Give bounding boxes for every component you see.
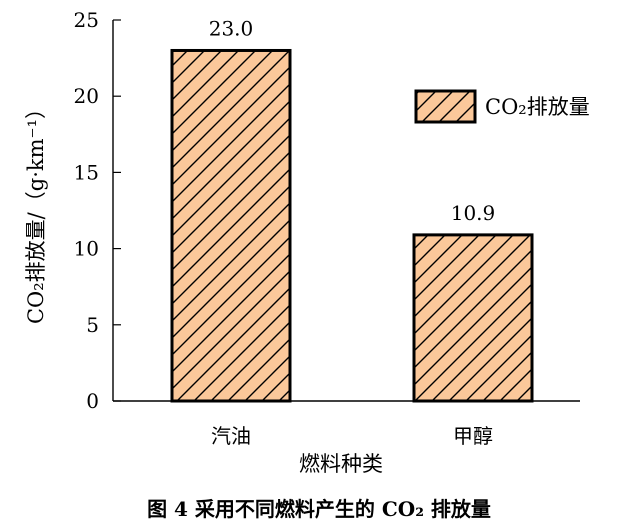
- y-axis-title: CO₂排放量/（g·km⁻¹）: [24, 98, 48, 324]
- legend-swatch: [414, 89, 477, 124]
- x-axis-title: 燃料种类: [299, 452, 383, 476]
- y-tick-label: 10: [74, 237, 99, 261]
- x-axis-tick-labels: 汽油 甲醇: [211, 424, 493, 448]
- bars: 23.0 10.9: [170, 16, 534, 403]
- x-tick-label: 甲醇: [453, 424, 493, 448]
- x-tick-label: 汽油: [211, 424, 251, 448]
- bar: [412, 233, 534, 403]
- y-axis-ticks: 0 5 10 15 20 25: [74, 8, 121, 413]
- bar-value-label: 23.0: [209, 16, 254, 40]
- y-tick-label: 25: [74, 8, 99, 32]
- figure-caption: 图 4 采用不同燃料产生的 CO₂ 排放量: [147, 497, 491, 521]
- y-tick-label: 5: [86, 313, 99, 337]
- legend-label: CO₂排放量: [485, 95, 590, 119]
- legend: CO₂排放量: [414, 89, 590, 124]
- y-tick-label: 15: [74, 160, 99, 184]
- bar-value-label: 10.9: [451, 201, 496, 225]
- y-tick-label: 20: [74, 84, 99, 108]
- bar: [170, 48, 292, 403]
- y-tick-label: 0: [86, 389, 99, 413]
